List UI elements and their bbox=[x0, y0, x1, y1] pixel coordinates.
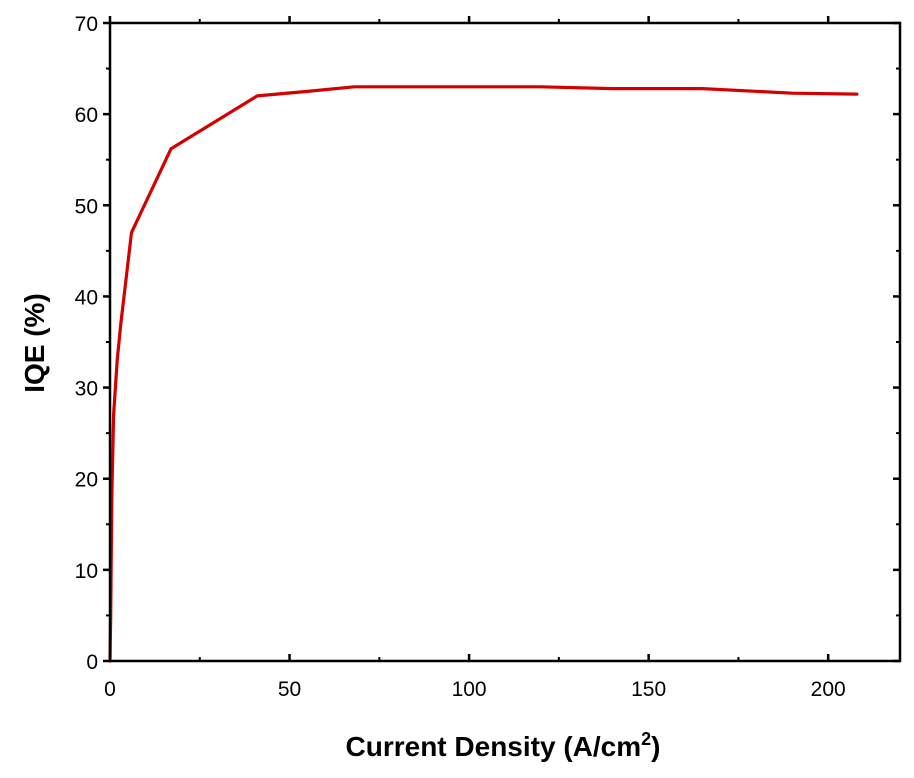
y-tick-label: 30 bbox=[75, 378, 98, 401]
y-tick-label: 50 bbox=[75, 195, 98, 218]
x-axis-title-main: Current Density (A/cm bbox=[346, 731, 642, 762]
y-tick-label: 0 bbox=[86, 651, 98, 674]
x-axis-title-superscript: 2 bbox=[641, 729, 651, 749]
x-tick-labels: 0 50 100 150 200 bbox=[104, 678, 846, 701]
y-tick-label: 40 bbox=[75, 286, 98, 309]
y-tick-label: 70 bbox=[75, 13, 98, 36]
plot-frame bbox=[108, 21, 902, 663]
x-axis-title: Current Density (A/cm2) bbox=[346, 729, 661, 762]
y-tick-label: 20 bbox=[75, 469, 98, 492]
y-minor-ticks bbox=[106, 67, 900, 617]
y-tick-label: 60 bbox=[75, 104, 98, 127]
x-axis-title-suffix: ) bbox=[651, 731, 660, 762]
x-major-ticks bbox=[108, 16, 830, 661]
x-tick-label: 150 bbox=[631, 678, 666, 701]
iqe-series-line bbox=[108, 85, 859, 663]
x-tick-label: 200 bbox=[811, 678, 846, 701]
y-tick-label: 10 bbox=[75, 560, 98, 583]
y-axis-title: IQE (%) bbox=[19, 293, 50, 393]
x-tick-label: 50 bbox=[278, 678, 301, 701]
y-tick-labels: 0 10 20 30 40 50 60 70 bbox=[75, 13, 98, 674]
x-tick-label: 100 bbox=[452, 678, 487, 701]
x-tick-label: 0 bbox=[104, 678, 116, 701]
x-minor-ticks bbox=[198, 19, 740, 661]
